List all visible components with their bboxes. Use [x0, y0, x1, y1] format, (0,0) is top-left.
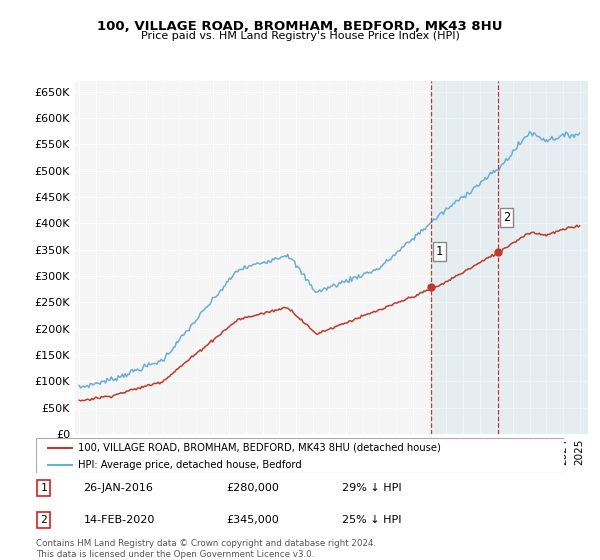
Text: £280,000: £280,000 — [226, 483, 279, 493]
Text: 100, VILLAGE ROAD, BROMHAM, BEDFORD, MK43 8HU: 100, VILLAGE ROAD, BROMHAM, BEDFORD, MK4… — [97, 20, 503, 32]
Text: 2: 2 — [503, 211, 511, 224]
Text: 100, VILLAGE ROAD, BROMHAM, BEDFORD, MK43 8HU (detached house): 100, VILLAGE ROAD, BROMHAM, BEDFORD, MK4… — [78, 442, 441, 452]
Text: 2: 2 — [41, 515, 47, 525]
Text: 14-FEB-2020: 14-FEB-2020 — [83, 515, 155, 525]
Text: 29% ↓ HPI: 29% ↓ HPI — [342, 483, 402, 493]
Text: 1: 1 — [41, 483, 47, 493]
Text: £345,000: £345,000 — [226, 515, 279, 525]
Text: 26-JAN-2016: 26-JAN-2016 — [83, 483, 154, 493]
Text: Contains HM Land Registry data © Crown copyright and database right 2024.
This d: Contains HM Land Registry data © Crown c… — [36, 539, 376, 559]
Text: 25% ↓ HPI: 25% ↓ HPI — [342, 515, 402, 525]
Bar — [431, 81, 588, 434]
Text: 1: 1 — [436, 245, 443, 258]
Text: Price paid vs. HM Land Registry's House Price Index (HPI): Price paid vs. HM Land Registry's House … — [140, 31, 460, 41]
Text: HPI: Average price, detached house, Bedford: HPI: Average price, detached house, Bedf… — [78, 460, 302, 470]
